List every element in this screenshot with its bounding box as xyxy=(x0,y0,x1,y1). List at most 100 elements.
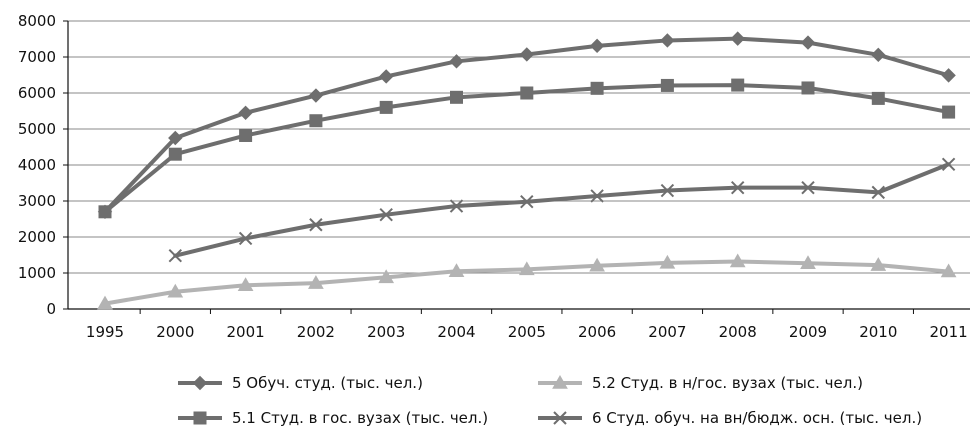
data-point-4 xyxy=(520,195,534,209)
cross-stroke xyxy=(730,180,745,195)
legend-swatch-marker xyxy=(193,411,207,425)
legend-swatch-marker xyxy=(553,411,567,425)
data-point-4 xyxy=(449,199,464,213)
x-tick-label: 2003 xyxy=(367,323,405,341)
data-point-3 xyxy=(659,254,676,269)
data-point-4 xyxy=(168,249,183,263)
series-line-1 xyxy=(103,36,951,214)
data-point-4 xyxy=(590,189,604,203)
data-point-3 xyxy=(167,283,184,298)
legend-item: 6 Студ. обуч. на вн/бюдж. осн. (тыс. чел… xyxy=(538,409,922,427)
y-axis-ticks: 0 1000 2000 3000 4000 5000 6000 7000 8000 xyxy=(18,12,56,318)
data-point-2 xyxy=(168,147,182,161)
series-markers xyxy=(97,31,957,310)
data-point-1 xyxy=(449,54,464,69)
y-tick-label: 6000 xyxy=(18,84,56,102)
x-tick-label: 2011 xyxy=(930,323,968,341)
data-point-3 xyxy=(308,275,324,289)
data-point-4 xyxy=(801,180,815,195)
cross-stroke xyxy=(520,195,534,209)
data-point-4 xyxy=(379,207,393,222)
legend-label: 5 Обуч. студ. (тыс. чел.) xyxy=(232,374,423,392)
data-point-2 xyxy=(239,128,253,142)
series-line-4 xyxy=(173,162,951,258)
data-point-2 xyxy=(450,90,463,104)
data-point-1 xyxy=(941,68,956,83)
data-point-4 xyxy=(660,183,675,198)
data-point-1 xyxy=(308,88,324,103)
y-tick-label: 2000 xyxy=(18,228,56,246)
x-tick-label: 2006 xyxy=(578,323,616,341)
data-point-4 xyxy=(871,185,886,200)
data-point-1 xyxy=(589,38,605,54)
data-point-2 xyxy=(590,81,604,95)
data-point-1 xyxy=(168,130,183,146)
cross-stroke xyxy=(941,157,956,171)
y-tick-label: 0 xyxy=(46,300,56,318)
data-point-4 xyxy=(730,180,745,195)
axes xyxy=(63,20,970,314)
data-point-3 xyxy=(448,263,465,277)
data-point-1 xyxy=(800,35,816,50)
legend-item: 5 Обуч. студ. (тыс. чел.) xyxy=(178,374,423,392)
x-tick-label: 2001 xyxy=(227,323,265,341)
series-line-2 xyxy=(103,83,951,214)
data-point-2 xyxy=(379,100,393,114)
x-tick-label: 2009 xyxy=(789,323,827,341)
data-point-2 xyxy=(731,78,745,92)
cross-stroke xyxy=(168,249,183,263)
x-tick-label: 2000 xyxy=(156,323,194,341)
legend-label: 5.2 Студ. в н/гос. вузах (тыс. чел.) xyxy=(592,374,863,392)
x-tick-label: 2005 xyxy=(508,323,546,341)
cross-stroke xyxy=(801,180,815,195)
data-point-1 xyxy=(730,31,745,46)
data-point-3 xyxy=(518,261,535,276)
y-tick-label: 7000 xyxy=(18,48,56,66)
legend-label: 6 Студ. обуч. на вн/бюдж. осн. (тыс. чел… xyxy=(592,409,922,427)
data-point-4 xyxy=(941,157,956,171)
cross-stroke xyxy=(553,411,567,425)
y-tick-label: 1000 xyxy=(18,264,56,282)
x-axis-ticks: 1995 2000 2001 2002 2003 2004 2005 2006 2007 2008… xyxy=(86,323,968,341)
x-tick-label: 1995 xyxy=(86,323,124,341)
data-point-3 xyxy=(378,269,395,284)
x-tick-label: 2010 xyxy=(859,323,897,341)
x-tick-label: 2004 xyxy=(437,323,475,341)
data-point-2 xyxy=(660,78,674,92)
data-point-1 xyxy=(238,105,253,121)
data-point-3 xyxy=(940,263,957,278)
y-tick-label: 4000 xyxy=(18,156,56,174)
data-point-3 xyxy=(800,255,816,270)
data-point-3 xyxy=(589,257,605,272)
data-point-2 xyxy=(871,91,885,105)
data-point-1 xyxy=(660,33,675,48)
data-point-1 xyxy=(97,204,113,220)
legend-swatch-marker xyxy=(552,374,568,389)
legend-item: 5.2 Студ. в н/гос. вузах (тыс. чел.) xyxy=(538,374,863,392)
data-point-4 xyxy=(238,231,253,246)
data-point-1 xyxy=(871,47,886,63)
cross-stroke xyxy=(590,189,604,203)
x-tick-label: 2002 xyxy=(297,323,335,341)
data-point-3 xyxy=(97,295,113,310)
cross-stroke xyxy=(871,185,886,200)
legend-item: 5.1 Студ. в гос. вузах (тыс. чел.) xyxy=(178,409,488,427)
x-tick-label: 2007 xyxy=(648,323,686,341)
cross-stroke xyxy=(309,218,323,232)
data-point-3 xyxy=(729,253,746,268)
data-point-2 xyxy=(309,114,323,128)
data-point-1 xyxy=(378,69,394,84)
data-point-2 xyxy=(520,86,534,100)
legend: 5 Обуч. студ. (тыс. чел.) 5.2 Студ. в н/г… xyxy=(178,374,922,427)
cross-stroke xyxy=(660,183,675,198)
data-point-3 xyxy=(870,257,887,271)
y-tick-label: 8000 xyxy=(18,12,56,30)
cross-stroke xyxy=(379,207,393,222)
cross-stroke xyxy=(238,231,253,246)
y-tick-label: 3000 xyxy=(18,192,56,210)
x-tick-label: 2008 xyxy=(719,323,757,341)
y-tick-label: 5000 xyxy=(18,120,56,138)
data-point-3 xyxy=(237,277,254,291)
data-point-4 xyxy=(309,218,323,232)
